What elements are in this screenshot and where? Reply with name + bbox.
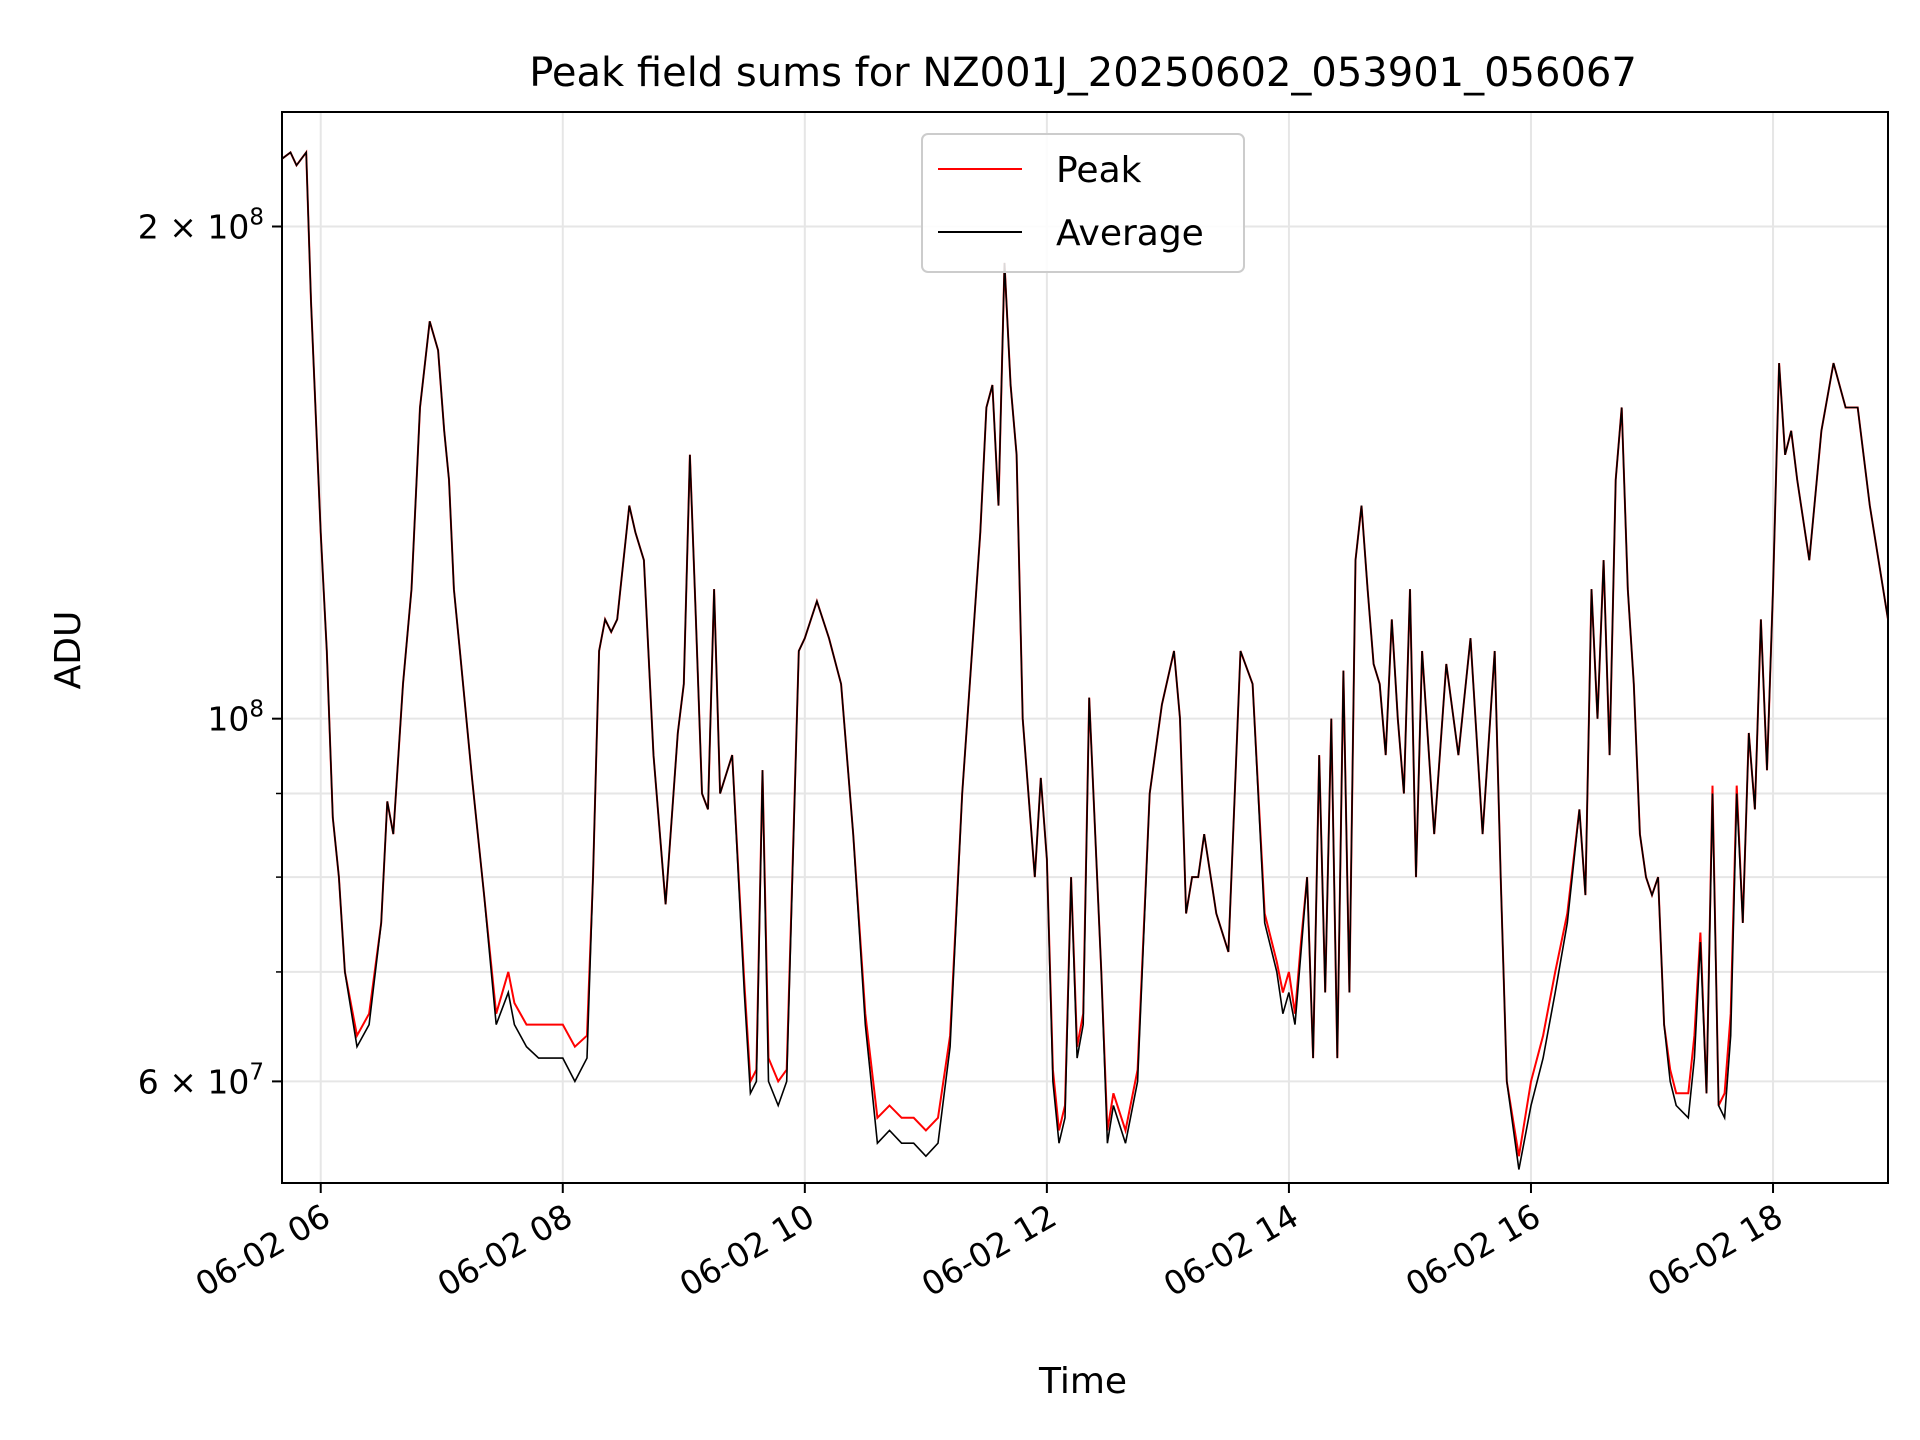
y-tick-label-base: 6 × 10 (138, 1062, 250, 1101)
y-tick-label: 2 × 108 (138, 205, 264, 247)
y-tick-label-exponent: 8 (249, 205, 264, 231)
legend: Peak Average (921, 133, 1245, 273)
y-axis-label: ADU (48, 611, 89, 690)
y-tick-label: 6 × 107 (138, 1059, 264, 1101)
legend-label-peak: Peak (1056, 150, 1142, 191)
plot-frame (281, 111, 1889, 1184)
series-line-average (282, 150, 1888, 1170)
y-tick-label-base: 2 × 10 (138, 208, 250, 247)
legend-label-average: Average (1056, 213, 1204, 254)
y-tick-label-exponent: 8 (249, 697, 264, 723)
series-layer (282, 149, 1888, 1170)
y-tick-label-exponent: 7 (249, 1059, 264, 1085)
chart-title: Peak field sums for NZ001J_20250602_0539… (529, 50, 1637, 96)
y-tick-label-base: 10 (207, 700, 249, 739)
y-tick-label: 108 (207, 697, 264, 739)
x-axis-label: Time (1038, 1361, 1127, 1402)
